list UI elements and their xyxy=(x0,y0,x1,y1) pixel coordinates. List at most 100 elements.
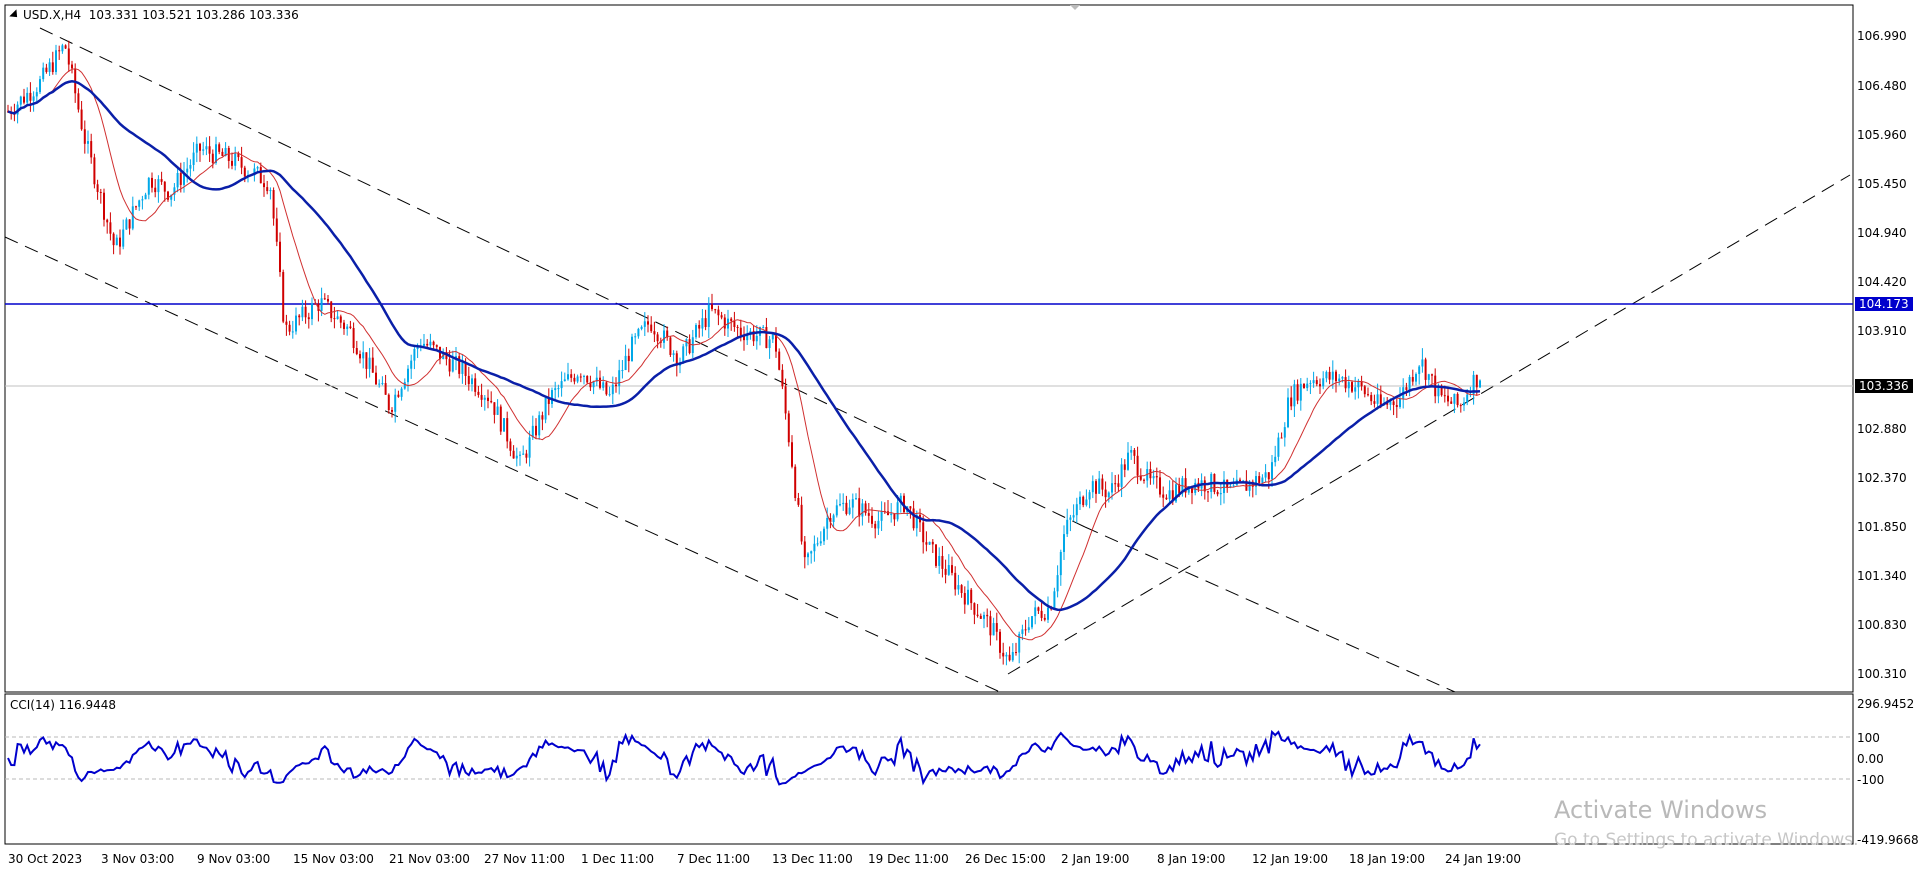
candle-body xyxy=(1341,377,1344,379)
candle-body xyxy=(605,382,608,395)
candle-body xyxy=(1376,394,1379,404)
candle-body xyxy=(208,146,211,154)
candle-body xyxy=(237,153,240,158)
candle-body xyxy=(608,394,611,396)
candle-body xyxy=(557,388,560,390)
candle-body xyxy=(381,383,384,385)
candle-body xyxy=(810,551,813,554)
candle-body xyxy=(71,64,73,69)
candle-body xyxy=(1191,486,1193,493)
candle-body xyxy=(1066,519,1069,535)
candle-body xyxy=(423,343,425,346)
horizontal-line-price-badge: 104.173 xyxy=(1855,297,1913,311)
main-pane[interactable] xyxy=(4,4,1854,693)
candle-body xyxy=(733,321,736,327)
candle-body xyxy=(1107,492,1110,498)
candle-body xyxy=(1267,472,1270,480)
candle-body xyxy=(611,384,614,395)
candle-body xyxy=(819,541,822,544)
candle-body xyxy=(1315,380,1318,385)
candle-body xyxy=(912,508,915,529)
candle-body xyxy=(128,219,131,229)
candle-body xyxy=(544,397,547,420)
candle-body xyxy=(928,541,931,545)
candle-body xyxy=(426,343,429,346)
candle-body xyxy=(1085,499,1088,506)
candle-body xyxy=(563,379,566,382)
candle-body xyxy=(653,331,656,335)
candle-body xyxy=(51,62,54,73)
candle-body xyxy=(346,326,349,329)
cci-axis-label: 296.9452 xyxy=(1857,697,1915,711)
candle-body xyxy=(1187,486,1190,493)
candle-body xyxy=(32,96,35,101)
candle-body xyxy=(1008,654,1011,661)
candle-body xyxy=(1303,383,1305,389)
candle-body xyxy=(464,362,467,376)
candle-body xyxy=(989,616,992,636)
candle-body xyxy=(663,330,665,343)
candle-body xyxy=(1415,374,1417,382)
candle-body xyxy=(899,495,902,503)
candle-body xyxy=(855,498,857,500)
candle-body xyxy=(231,160,233,166)
candle-body xyxy=(957,585,960,590)
candle-body xyxy=(1095,481,1097,494)
candle-body xyxy=(362,352,365,359)
candle-body xyxy=(1114,483,1117,485)
channel-lower-line[interactable] xyxy=(4,236,1001,693)
candle-body xyxy=(387,394,390,411)
candle-body xyxy=(1232,485,1235,487)
candle-body xyxy=(1399,398,1401,407)
candle-body xyxy=(154,187,157,193)
candle-body xyxy=(688,339,691,354)
candle-body xyxy=(199,143,201,151)
candle-body xyxy=(755,335,758,342)
candle-body xyxy=(458,356,461,374)
candle-body xyxy=(618,370,621,387)
candle-body xyxy=(867,513,870,516)
candle-body xyxy=(851,499,854,508)
candle-body xyxy=(448,359,451,372)
candle-body xyxy=(55,50,57,73)
activate-windows-watermark: Activate Windows xyxy=(1554,796,1768,824)
candle-body xyxy=(1059,551,1062,576)
candle-body xyxy=(1091,481,1094,493)
scroll-shift-marker[interactable] xyxy=(1070,5,1080,10)
channel-upper-line[interactable] xyxy=(39,27,1086,528)
candle-body xyxy=(1360,381,1363,387)
candle-body xyxy=(973,603,976,615)
candle-body xyxy=(487,397,489,401)
candle-body xyxy=(720,315,723,318)
candle-body xyxy=(586,375,589,383)
candle-body xyxy=(944,568,947,575)
candle-body xyxy=(77,93,80,110)
candle-body xyxy=(1306,383,1309,389)
y-axis-label: 100.310 xyxy=(1857,667,1907,681)
candle-body xyxy=(272,190,275,219)
candle-body xyxy=(1127,452,1129,470)
candle-body xyxy=(829,517,832,522)
candle-body xyxy=(371,357,374,373)
x-axis-label: 3 Nov 03:00 xyxy=(101,852,175,866)
candle-body xyxy=(1011,652,1014,661)
uptrend-line[interactable] xyxy=(1007,174,1851,675)
candle-body xyxy=(1354,387,1357,392)
candle-body xyxy=(23,96,25,103)
candle-body xyxy=(1418,366,1421,375)
candle-body xyxy=(1463,402,1465,406)
candle-body xyxy=(823,528,825,542)
candle-body xyxy=(64,45,67,49)
candle-body xyxy=(1274,456,1277,463)
candle-body xyxy=(35,92,38,97)
candle-body xyxy=(1248,481,1251,491)
cci-pane[interactable] xyxy=(4,693,1854,845)
candle-body xyxy=(365,352,368,369)
candle-body xyxy=(647,321,649,325)
candle-body xyxy=(1287,397,1289,428)
candle-body xyxy=(451,359,454,372)
candle-body xyxy=(573,377,576,382)
channel-upper-line-extension[interactable] xyxy=(1084,526,1456,693)
candle-body xyxy=(1392,401,1395,406)
